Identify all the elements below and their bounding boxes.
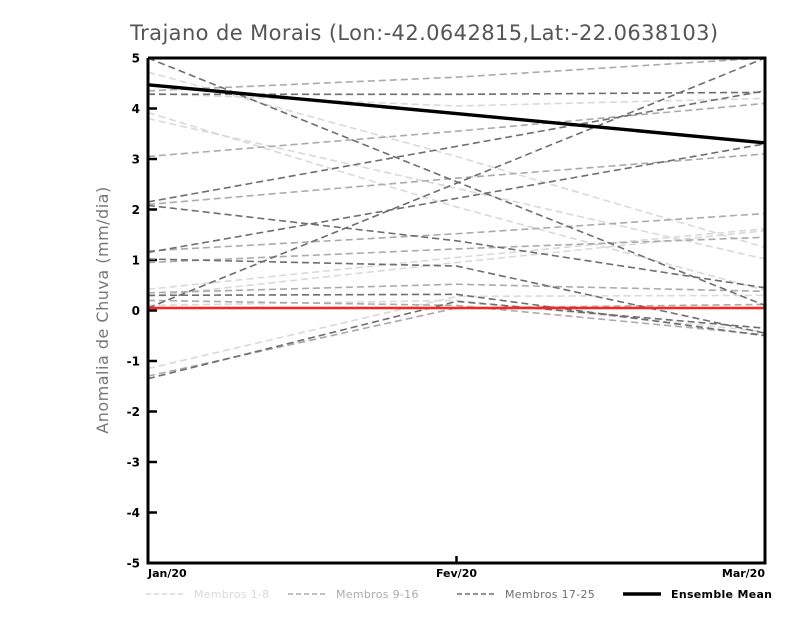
member-line — [147, 294, 766, 370]
member-line — [147, 229, 766, 298]
member-line — [147, 90, 766, 203]
y-tick-label: 2 — [132, 203, 140, 217]
member-line — [147, 212, 766, 252]
y-tick-label: -2 — [127, 405, 140, 419]
y-axis-title: Anomalia de Chuva (mm/dia) — [93, 186, 112, 433]
chart-title: Trajano de Morais (Lon:-42.0642815,Lat:-… — [129, 21, 719, 45]
member-line — [147, 92, 766, 107]
y-tick-label: 1 — [132, 254, 140, 268]
member-line — [147, 258, 766, 335]
y-tick-label: 5 — [132, 52, 140, 66]
member-line — [147, 57, 766, 92]
y-tick-label: 3 — [132, 153, 140, 167]
member-line — [147, 57, 766, 309]
member-line — [147, 102, 766, 158]
member-line — [147, 236, 766, 264]
member-line — [147, 153, 766, 206]
y-tick-label: 4 — [132, 102, 140, 116]
member-line — [147, 299, 766, 333]
y-tick-label: -4 — [127, 506, 140, 520]
member-line — [147, 111, 766, 292]
plot-frame — [146, 56, 767, 565]
member-line — [147, 143, 766, 254]
member-line — [147, 293, 766, 337]
member-line — [147, 71, 766, 249]
y-tick-label: -3 — [127, 456, 140, 470]
x-tick-label: Mar/20 — [722, 567, 765, 580]
x-tick-label: Fev/20 — [436, 567, 477, 580]
ensemble-mean-line — [147, 83, 766, 145]
chart-legend: Membros 1-8 Membros 9-16 Membros 17-25 Ense… — [146, 588, 772, 601]
series-lines — [147, 57, 766, 380]
y-tick-label: -1 — [127, 355, 140, 369]
member-line — [147, 204, 766, 289]
member-line — [147, 299, 766, 336]
member-line — [147, 57, 766, 307]
member-line — [147, 283, 766, 294]
legend-label: Ensemble Mean — [671, 588, 772, 601]
y-tick-label: 0 — [132, 304, 140, 318]
legend-label: Membros 9-16 — [336, 588, 419, 601]
legend-label: Membros 17-25 — [505, 588, 595, 601]
y-tick-label: -5 — [127, 557, 140, 571]
member-line — [147, 227, 766, 291]
x-tick-label: Jan/20 — [147, 567, 187, 580]
legend-label: Membros 1-8 — [194, 588, 269, 601]
member-line — [147, 117, 766, 260]
